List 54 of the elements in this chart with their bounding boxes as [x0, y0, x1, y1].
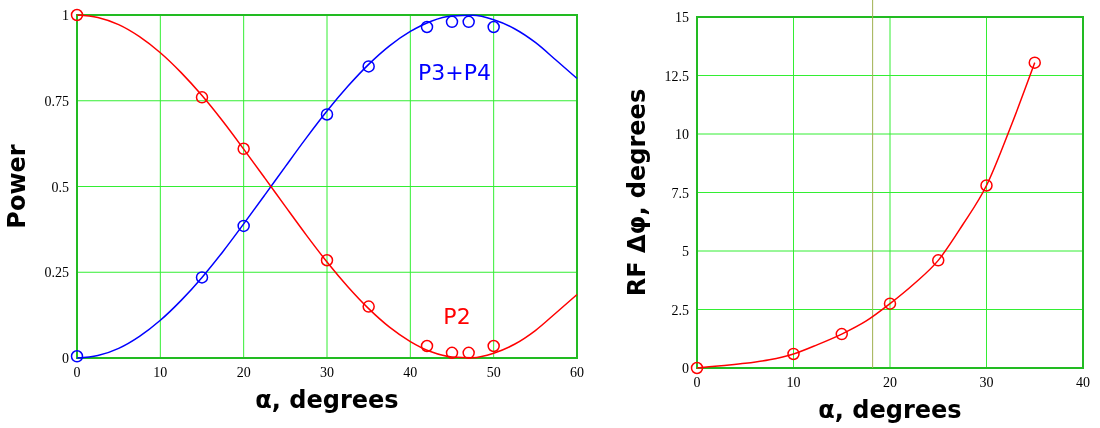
x-tick-label: 10: [786, 375, 801, 390]
x-axis-title: α, degrees: [818, 396, 962, 424]
series-label: P3+P4: [418, 60, 491, 86]
y-tick-label: 15: [675, 10, 689, 25]
x-tick-label: 20: [883, 375, 897, 390]
point: [420, 339, 434, 353]
point: [362, 60, 375, 73]
y-tick-label: 7.5: [671, 185, 689, 201]
x-tick-label: 60: [570, 365, 584, 380]
point: [980, 179, 993, 192]
x-tick-label: 20: [236, 365, 251, 380]
point: [487, 20, 500, 34]
point: [787, 347, 800, 361]
point: [835, 327, 848, 341]
y-tick-label: 0.25: [44, 265, 69, 281]
y-tick-label: 0.75: [44, 93, 69, 109]
point: [195, 271, 209, 284]
point: [195, 91, 209, 104]
y-tick-label: 0.5: [51, 179, 69, 195]
x-axis-title: α, degrees: [255, 386, 399, 414]
y-axis-title: Power: [3, 144, 31, 229]
x-tick-label: 10: [153, 365, 168, 380]
x-tick-label: 50: [486, 365, 501, 380]
y-tick-label: 0: [62, 351, 69, 366]
point: [932, 254, 945, 267]
series-label: P2: [443, 303, 471, 329]
point: [70, 350, 84, 363]
point: [462, 346, 475, 360]
y-tick-label: 12.5: [664, 68, 689, 84]
point: [690, 361, 704, 375]
x-tick-label: 40: [1076, 375, 1090, 390]
point: [237, 219, 250, 233]
point: [487, 339, 500, 353]
point: [362, 300, 375, 313]
point: [70, 8, 84, 22]
point: [445, 346, 459, 360]
y-tick-label: 2.5: [671, 302, 689, 318]
x-tick-label: 0: [73, 365, 81, 380]
y-tick-label: 10: [675, 127, 689, 142]
point: [320, 254, 334, 267]
point: [420, 20, 434, 34]
y-tick-label: 1: [62, 8, 69, 23]
point: [445, 15, 459, 29]
point: [237, 142, 250, 156]
x-tick-label: 40: [403, 365, 418, 380]
point: [320, 108, 334, 121]
y-tick-label: 5: [682, 244, 689, 259]
point: [1028, 56, 1041, 69]
point: [883, 297, 897, 310]
x-tick-label: 30: [320, 365, 334, 380]
x-tick-label: 30: [979, 375, 994, 390]
point: [462, 15, 475, 29]
y-axis-title: RF Δφ, degrees: [623, 88, 651, 297]
x-tick-label: 0: [693, 375, 701, 390]
